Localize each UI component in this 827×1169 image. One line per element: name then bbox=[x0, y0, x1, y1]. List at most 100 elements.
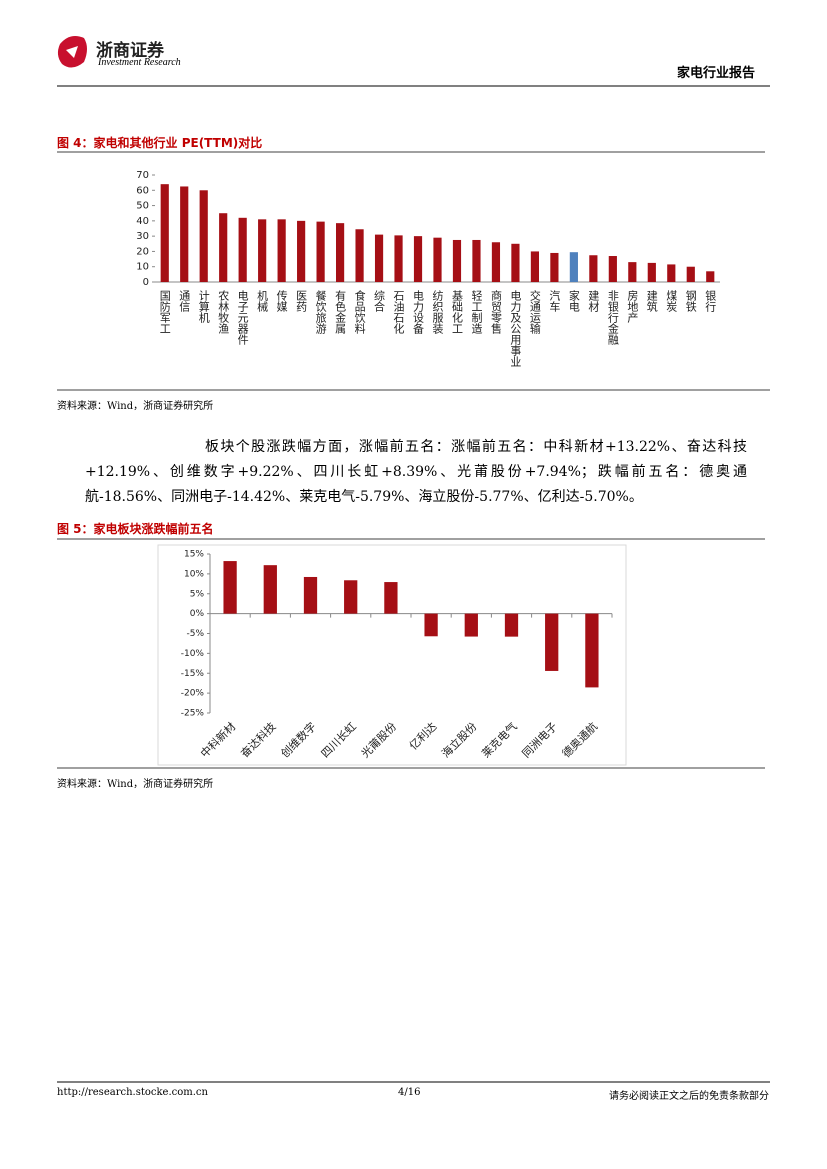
y-tick-label: -10% bbox=[181, 649, 205, 659]
figure-title: 图 4：家电和其他行业 PE(TTM)对比 bbox=[57, 136, 263, 150]
y-tick-label: -5% bbox=[186, 629, 204, 639]
x-tick-label: 建材 bbox=[587, 289, 600, 312]
bar bbox=[545, 613, 559, 671]
bar bbox=[550, 252, 559, 282]
bar bbox=[585, 613, 599, 688]
x-tick-label: 建筑 bbox=[645, 289, 658, 312]
y-tick-label: 60 bbox=[136, 185, 149, 196]
source: 资料来源：Wind，浙商证券研究所 bbox=[57, 401, 214, 412]
x-tick-label: 银行 bbox=[704, 289, 717, 313]
bar bbox=[238, 217, 247, 282]
chart-frame bbox=[157, 544, 627, 766]
bar bbox=[424, 613, 438, 637]
x-tick-label: 电子元器件 bbox=[236, 290, 249, 346]
x-tick-label: 钢铁 bbox=[684, 290, 697, 312]
x-tick-label: 同洲电子 bbox=[520, 720, 560, 760]
x-tick-label: 商贸零售 bbox=[489, 289, 502, 335]
x-tick-label: 非银行金融 bbox=[606, 290, 619, 346]
bar bbox=[355, 229, 364, 282]
y-tick-label: 50 bbox=[136, 201, 149, 212]
bar bbox=[263, 565, 277, 614]
footer-url: http://research.stocke.com.cn bbox=[57, 1087, 208, 1098]
y-tick-label: 40 bbox=[136, 216, 149, 227]
report-title: 家电行业报告 bbox=[676, 66, 755, 81]
x-tick-label: 中科新材 bbox=[197, 719, 238, 760]
bar bbox=[374, 234, 384, 282]
y-tick-label: 70 bbox=[136, 170, 149, 181]
bar bbox=[277, 219, 286, 282]
logo-name: 浙商证券 bbox=[96, 41, 164, 61]
bar bbox=[686, 266, 695, 282]
x-tick-label: 煤炭 bbox=[665, 290, 678, 313]
x-tick-label: 轻工制造 bbox=[470, 289, 483, 334]
x-tick-label: 奋达科技 bbox=[238, 719, 279, 760]
x-tick-label: 国防军工 bbox=[158, 290, 171, 334]
bar bbox=[394, 235, 403, 282]
bar bbox=[219, 213, 228, 282]
bar bbox=[452, 239, 462, 282]
bar bbox=[413, 236, 423, 282]
bar bbox=[464, 613, 478, 637]
y-tick-label: 10 bbox=[136, 262, 149, 273]
x-tick-label: 医药 bbox=[295, 290, 308, 313]
paragraph: 板块个股涨跌幅方面，涨幅前五名：涨幅前五名：中科新材+13.22%、奋达科技+1… bbox=[85, 439, 747, 505]
x-tick-label: 四川长虹 bbox=[319, 720, 359, 760]
bar bbox=[589, 255, 598, 282]
x-tick-label: 亿利达 bbox=[407, 720, 440, 753]
bar bbox=[180, 186, 189, 282]
bar bbox=[491, 242, 501, 282]
x-tick-label: 有色金属 bbox=[334, 289, 347, 335]
x-tick-label: 电力及公用事业 bbox=[509, 290, 522, 367]
x-tick-label: 纺织服装 bbox=[431, 289, 444, 335]
y-tick-label: 30 bbox=[136, 231, 149, 242]
y-tick-label: -15% bbox=[181, 669, 205, 679]
x-tick-label: 海立股份 bbox=[439, 719, 480, 760]
x-tick-label: 食品饮料 bbox=[353, 289, 366, 335]
figure-title: 图 5：家电板块涨跌幅前五名 bbox=[57, 522, 214, 536]
bar bbox=[706, 271, 715, 282]
y-tick-label: -25% bbox=[181, 709, 205, 719]
source: 资料来源：Wind，浙商证券研究所 bbox=[57, 779, 214, 790]
x-tick-label: 餐饮旅游 bbox=[314, 289, 327, 334]
x-tick-label: 传媒 bbox=[275, 290, 288, 313]
y-tick-label: 10% bbox=[184, 569, 204, 579]
bar bbox=[472, 239, 481, 282]
x-tick-label: 计算机 bbox=[197, 290, 210, 323]
bar bbox=[511, 243, 520, 282]
x-tick-label: 农林牧渔 bbox=[217, 289, 230, 335]
bar bbox=[530, 251, 540, 282]
y-tick-label: 15% bbox=[184, 550, 204, 560]
x-tick-label: 通信 bbox=[178, 290, 191, 313]
bar bbox=[316, 221, 325, 282]
bar bbox=[504, 613, 519, 637]
x-tick-label: 光莆股份 bbox=[358, 719, 399, 760]
bar bbox=[199, 190, 208, 282]
disclaimer: 请务必阅读正文之后的免责条款部分 bbox=[609, 1091, 769, 1102]
logo-mark bbox=[57, 36, 87, 68]
bar bbox=[433, 237, 442, 282]
x-tick-label: 石油石化 bbox=[392, 290, 405, 335]
bar bbox=[384, 582, 398, 614]
x-tick-label: 综合 bbox=[373, 289, 386, 312]
x-tick-label: 基础化工 bbox=[450, 290, 463, 334]
y-tick-label: 0 bbox=[143, 277, 149, 288]
x-tick-label: 家电 bbox=[567, 289, 580, 312]
x-tick-label: 创维数字 bbox=[278, 719, 319, 760]
y-tick-label: 5% bbox=[190, 589, 205, 599]
y-tick-label: 0% bbox=[190, 609, 205, 619]
bar bbox=[344, 580, 358, 614]
bar bbox=[647, 262, 656, 282]
y-tick-label: -20% bbox=[181, 689, 205, 699]
bar bbox=[160, 184, 169, 282]
bar bbox=[297, 220, 306, 282]
x-tick-label: 交通运输 bbox=[528, 289, 541, 335]
bar bbox=[258, 219, 267, 282]
logo-en: Investment Research bbox=[98, 57, 181, 68]
bar bbox=[569, 252, 578, 282]
bar bbox=[628, 262, 637, 282]
x-tick-label: 汽车 bbox=[548, 289, 561, 313]
page-number: 4/16 bbox=[398, 1087, 421, 1098]
bar bbox=[223, 561, 237, 614]
bar bbox=[335, 223, 345, 282]
